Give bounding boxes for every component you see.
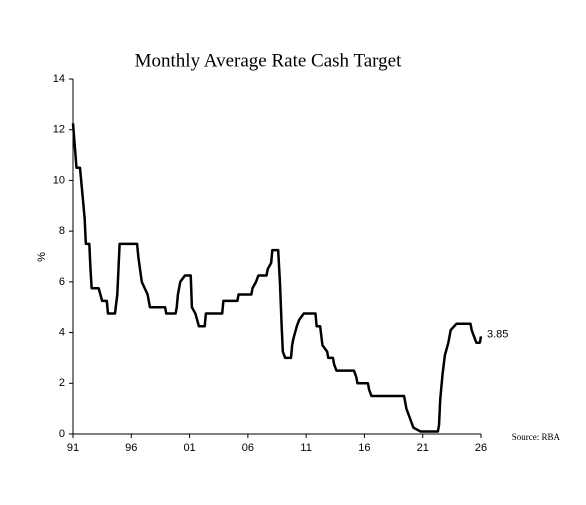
x-tick-label: 91 — [67, 442, 79, 454]
y-tick-label: 14 — [53, 73, 65, 85]
y-tick-label: 12 — [53, 124, 65, 136]
y-axis-label: % — [36, 252, 48, 262]
source-note: Source: RBA — [512, 432, 561, 442]
y-tick-label: 6 — [59, 276, 65, 288]
y-tick-label: 10 — [53, 174, 65, 186]
x-tick-label: 21 — [417, 442, 429, 454]
y-tick-label: 2 — [59, 377, 65, 389]
rate-line — [71, 123, 483, 433]
x-tick-label: 96 — [125, 442, 137, 454]
end-value-label: 3.85 — [487, 328, 508, 340]
y-tick-label: 8 — [59, 225, 65, 237]
chart-title: Monthly Average Rate Cash Target — [135, 50, 402, 71]
y-tick-label: 4 — [59, 326, 65, 338]
y-tick-label: 0 — [59, 428, 65, 440]
x-tick-label: 01 — [183, 442, 195, 454]
x-tick-label: 16 — [358, 442, 370, 454]
x-tick-label: 06 — [242, 442, 254, 454]
x-tick-label: 26 — [475, 442, 487, 454]
x-tick-label: 11 — [300, 442, 311, 454]
